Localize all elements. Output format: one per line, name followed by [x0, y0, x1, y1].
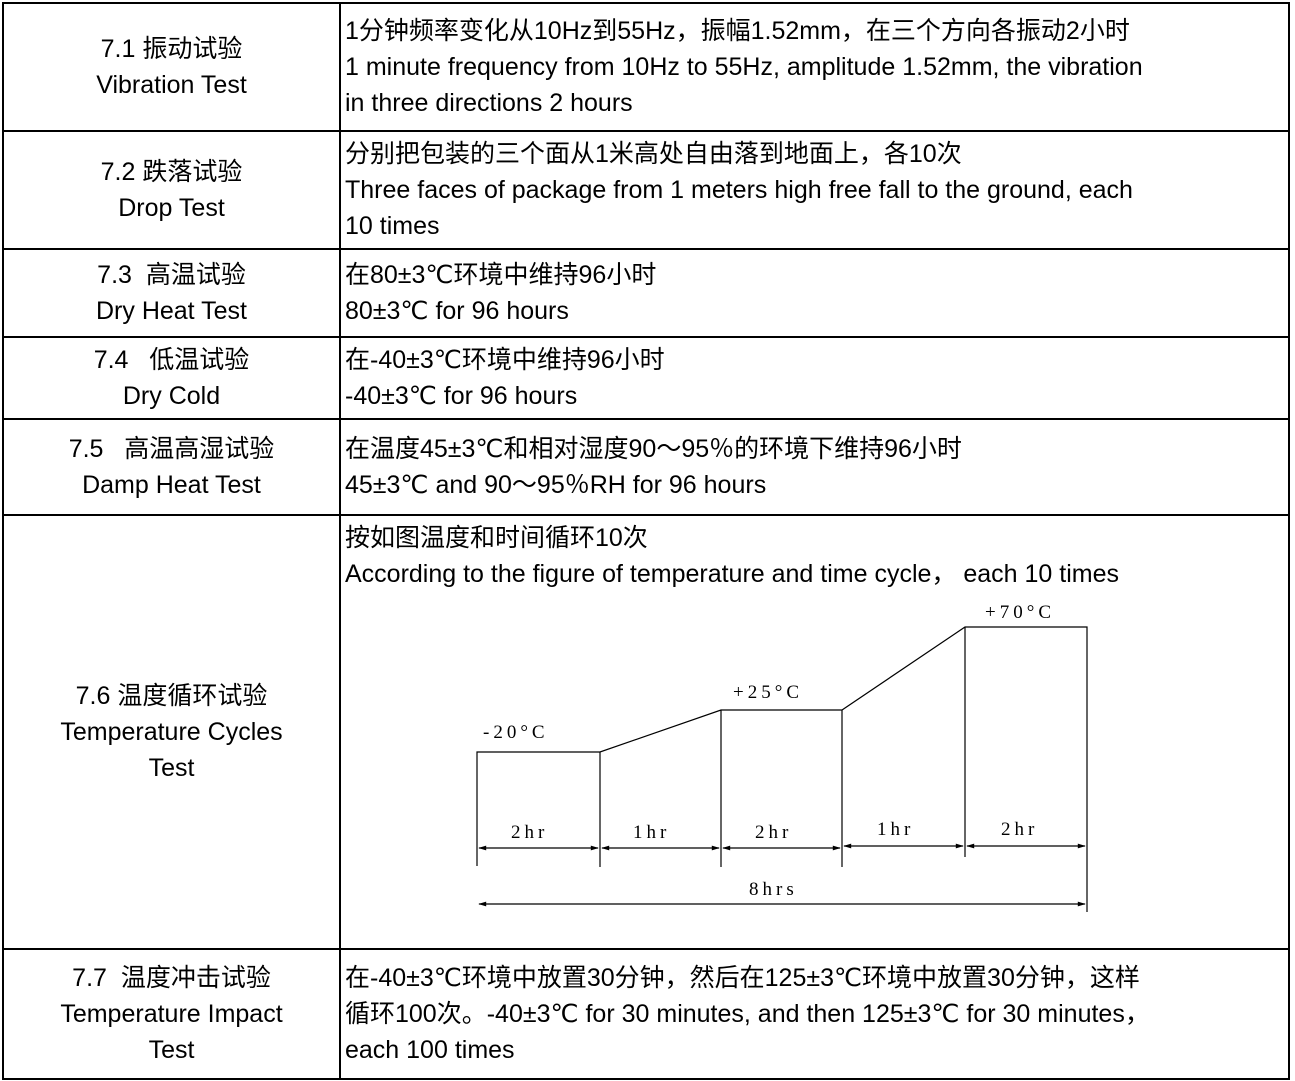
test-label-cell: 7.2 跌落试验 Drop Test [2, 130, 341, 250]
table-row: 7.1 振动试验 Vibration Test 1分钟频率变化从10Hz到55H… [2, 2, 1290, 132]
test-description-cell: 1分钟频率变化从10Hz到55Hz，振幅1.52mm，在三个方向各振动2小时 1… [339, 2, 1290, 132]
test-name-en: Temperature Cycles [60, 718, 283, 746]
test-name-en: Dry Cold [122, 382, 221, 410]
duration-label: 2hr [1001, 819, 1038, 840]
test-description-cell: 分别把包装的三个面从1米高处自由落到地面上，各10次 Three faces o… [339, 130, 1290, 250]
test-label-cell: 7.7 温度冲击试验 Temperature Impact Test [2, 948, 341, 1080]
description-line: 1分钟频率变化从10Hz到55Hz，振幅1.52mm，在三个方向各振动2小时 [345, 17, 1130, 45]
duration-label: 2hr [755, 822, 792, 843]
test-label-cell: 7.5 高温高湿试验 Damp Heat Test [2, 418, 341, 516]
test-name-en: Dry Heat Test [96, 297, 247, 325]
test-label-cell: 7.6 温度循环试验 Temperature Cycles Test [2, 514, 341, 950]
description-line: 1 minute frequency from 10Hz to 55Hz, am… [345, 53, 1143, 81]
description-line: 分别把包装的三个面从1米高处自由落到地面上，各10次 [345, 140, 962, 168]
description-line: 在温度45±3℃和相对湿度90～95％的环境下维持96小时 [345, 435, 962, 463]
test-description-cell: 按如图温度和时间循环10次 According to the figure of… [339, 514, 1290, 950]
table-row: 7.4 低温试验 Dry Cold 在-40±3℃环境中维持96小时 -40±3… [2, 336, 1290, 420]
test-name-en: Vibration Test [96, 71, 247, 99]
temperature-label: +25°C [733, 682, 803, 703]
test-name-cn: 7.6 温度循环试验 [75, 682, 268, 710]
temperature-label: +70°C [985, 602, 1055, 623]
test-name-cn: 7.1 振动试验 [100, 35, 243, 63]
test-description-cell: 在温度45±3℃和相对湿度90～95％的环境下维持96小时 45±3℃ and … [339, 418, 1290, 516]
description-line: 45±3℃ and 90～95％RH for 96 hours [345, 471, 767, 499]
description-line: -40±3℃ for 96 hours [345, 382, 578, 410]
description-line: According to the figure of temperature a… [345, 560, 1119, 588]
test-name-cn: 7.5 高温高湿试验 [68, 435, 275, 463]
description-line: 80±3℃ for 96 hours [345, 297, 569, 325]
test-label-cell: 7.3 高温试验 Dry Heat Test [2, 248, 341, 338]
test-label-cell: 7.1 振动试验 Vibration Test [2, 2, 341, 132]
test-name-cn: 7.3 高温试验 [97, 261, 246, 289]
table-row: 7.7 温度冲击试验 Temperature Impact Test 在-40±… [2, 948, 1290, 1080]
duration-label: 1hr [633, 822, 670, 843]
description-line: in three directions 2 hours [345, 89, 633, 117]
duration-label: 1hr [877, 819, 914, 840]
temperature-cycle-diagram: -20°C +25°C +70°C 2hr 1hr 2hr 1hr 2hr 8h… [476, 602, 1088, 912]
temperature-profile-line [476, 626, 1088, 866]
table-row: 7.6 温度循环试验 Temperature Cycles Test 按如图温度… [2, 514, 1290, 950]
test-description-cell: 在80±3℃环境中维持96小时 80±3℃ for 96 hours [339, 248, 1290, 338]
table-row: 7.5 高温高湿试验 Damp Heat Test 在温度45±3℃和相对湿度9… [2, 418, 1290, 516]
description-line: 在-40±3℃环境中维持96小时 [345, 346, 665, 374]
table-row: 7.2 跌落试验 Drop Test 分别把包装的三个面从1米高处自由落到地面上… [2, 130, 1290, 250]
test-name-cn: 7.4 低温试验 [93, 346, 250, 374]
test-name-en: Damp Heat Test [82, 471, 261, 499]
test-name-cn: 7.7 温度冲击试验 [72, 964, 271, 992]
test-description-cell: 在-40±3℃环境中放置30分钟，然后在125±3℃环境中放置30分钟，这样 循… [339, 948, 1290, 1080]
duration-label: 2hr [511, 822, 548, 843]
table-row: 7.3 高温试验 Dry Heat Test 在80±3℃环境中维持96小时 8… [2, 248, 1290, 338]
description-line: 在-40±3℃环境中放置30分钟，然后在125±3℃环境中放置30分钟，这样 [345, 964, 1140, 992]
total-duration-label: 8hrs [749, 879, 798, 900]
description-line: 循环100次。-40±3℃ for 30 minutes, and then 1… [345, 1000, 1150, 1028]
description-line: 10 times [345, 212, 440, 240]
temperature-label: -20°C [483, 722, 549, 743]
description-line: Three faces of package from 1 meters hig… [345, 176, 1133, 204]
description-line: 按如图温度和时间循环10次 [345, 524, 648, 552]
test-name-cn: 7.2 跌落试验 [100, 158, 243, 186]
test-name-en: Test [148, 754, 195, 782]
description-line: 在80±3℃环境中维持96小时 [345, 261, 657, 289]
description-line: each 100 times [345, 1036, 515, 1064]
test-label-cell: 7.4 低温试验 Dry Cold [2, 336, 341, 420]
test-name-en: Temperature Impact [60, 1000, 283, 1028]
test-name-en: Test [148, 1036, 195, 1064]
test-name-en: Drop Test [118, 194, 225, 222]
test-description-cell: 在-40±3℃环境中维持96小时 -40±3℃ for 96 hours [339, 336, 1290, 420]
